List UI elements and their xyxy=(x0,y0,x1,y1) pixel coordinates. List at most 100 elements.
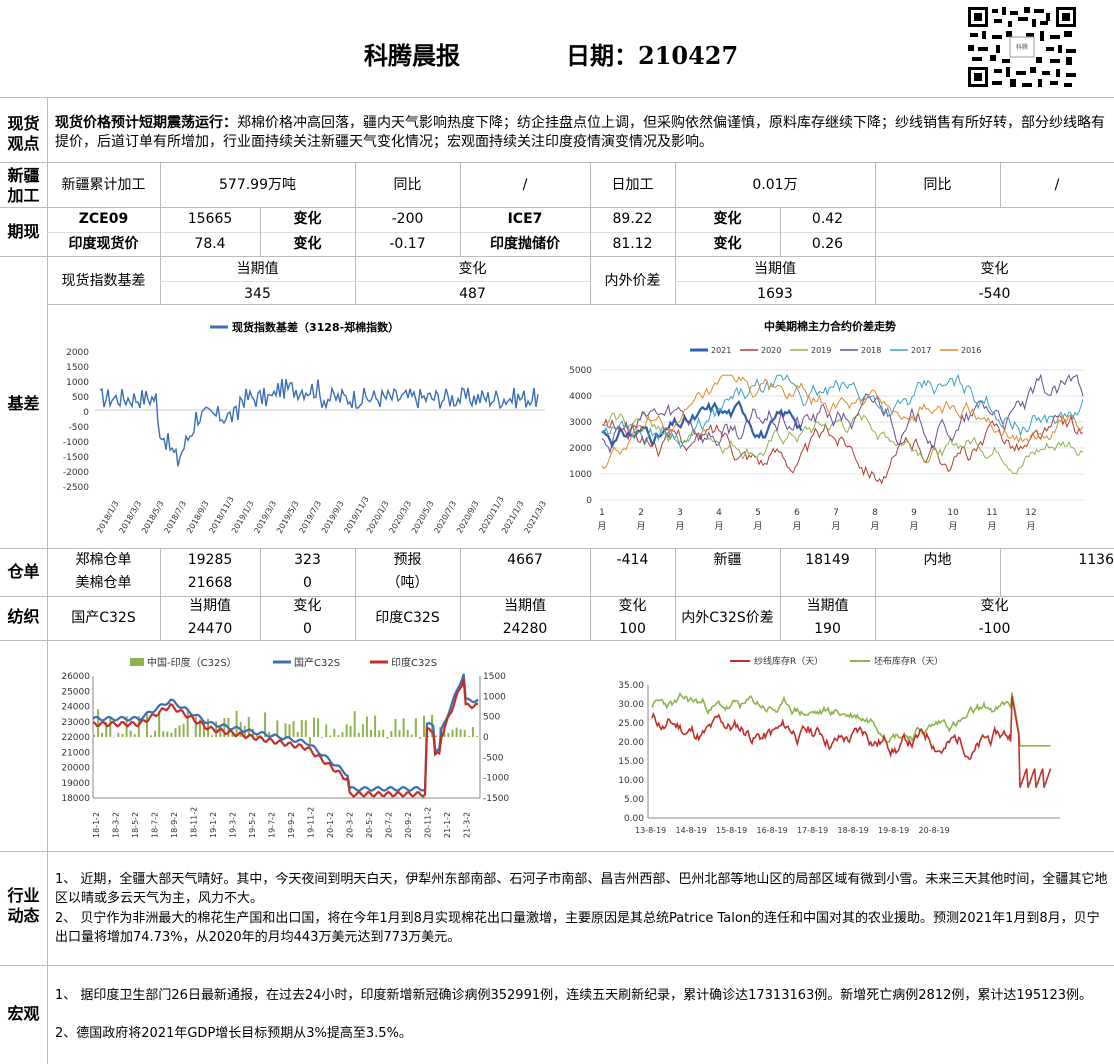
stock-x-tick: 16-8-19 xyxy=(757,826,788,835)
yarn-axes: 26000 25000 24000 23000 22000 21000 20000 19000… xyxy=(61,672,509,838)
spread-x-tick: 月 xyxy=(636,521,645,532)
spread-legend-item: 2020 xyxy=(761,346,781,355)
report-date: 日期：210427 xyxy=(566,41,739,70)
spread-x-tick: 8 xyxy=(872,508,878,518)
yarn-y-right-tick: 1500 xyxy=(483,672,506,682)
textile-header: 当期值 xyxy=(806,598,849,614)
spread-x-tick: 11 xyxy=(986,508,997,518)
spot-view-text: 现货价格预计短期震荡运行：郑棉价格冲高回落，疆内天气影响热度下降；纺企挂盘点位上… xyxy=(55,114,1109,152)
stock-axes: 35.00 30.00 25.00 20.00 15.00 10.00 5.00 0.00 13… xyxy=(618,681,1060,835)
yarn-y-left-tick: 21000 xyxy=(61,748,90,758)
warehouse-label: 仓单 xyxy=(7,562,40,581)
xinjiang-cell: 577.99万吨 xyxy=(219,177,296,193)
industry-item-1: 1、 近期，全疆大部天气晴好。其中，今天夜间到明天白天，伊犁州东部南部、石河子市… xyxy=(55,872,1108,906)
yarn-x-tick: 18-7-2 xyxy=(151,812,160,838)
futures-cell: 印度现货价 xyxy=(68,236,139,252)
yarn-domestic-line xyxy=(92,673,479,792)
qr-code: 科腾 xyxy=(966,5,1078,89)
header: 科腾晨报 日期：210427 科腾 xyxy=(0,0,1114,98)
spread-legend-item: 2018 xyxy=(861,346,881,355)
yarn-x-tick: 20-1-2 xyxy=(326,812,335,838)
xinjiang-cell: / xyxy=(522,177,528,193)
basis-x-tick: 2021/3/3 xyxy=(522,499,548,535)
yarn-x-tick: 20-3-2 xyxy=(346,812,355,838)
xinjiang-cell: 新疆累计加工 xyxy=(61,177,146,193)
yarn-y-right-tick: 0 xyxy=(483,733,489,743)
yarn-y-left-tick: 22000 xyxy=(61,733,90,743)
textile-value: 0 xyxy=(303,621,312,637)
yarn-x-tick: 18-9-2 xyxy=(170,812,179,838)
spread-chart: 中美期棉主力合约价差走势 2021 2020 2019 2018 2017 2016 50… xyxy=(569,319,1085,532)
basis-left-name: 现货指数基差 xyxy=(61,273,146,289)
stock-y-tick: 5.00 xyxy=(624,795,644,805)
report-title: 科腾晨报 xyxy=(364,41,460,70)
xinjiang-cell: 同比 xyxy=(393,177,422,193)
warehouse-cell: 美棉仓单 xyxy=(75,575,132,591)
futures-cell: 78.4 xyxy=(194,236,226,252)
basis-y-tick: -1500 xyxy=(63,453,89,463)
yarn-x-tick: 19-1-2 xyxy=(209,812,218,838)
yarn-y-left-tick: 26000 xyxy=(61,672,90,682)
futures-cell: 变化 xyxy=(293,236,322,252)
spread-x-axis: 1 月 2 月 3 月 4 月 5 月 6 月 7 月 8 月 9 月 10 月 11 月 12 月 xyxy=(597,508,1036,532)
spread-x-tick: 月 xyxy=(675,521,684,532)
textile-name: 印度C32S xyxy=(375,610,440,626)
yarn-y-left-tick: 20000 xyxy=(61,764,90,774)
futures-cell: 0.26 xyxy=(811,236,844,252)
spread-y-tick: 5000 xyxy=(569,366,592,376)
yarn-series xyxy=(92,673,479,798)
basis-y-tick: -2000 xyxy=(63,468,89,478)
warehouse-cell: 323 xyxy=(294,552,321,568)
futures-cell: 变化 xyxy=(713,211,742,227)
stock-ratio-chart: 纱线库存R（天） 坯布库存R（天） 35.00 30.00 25.00 20.00 15.… xyxy=(618,655,1060,835)
basis-header: 变化 xyxy=(458,261,487,277)
spread-y-tick: 2000 xyxy=(569,444,592,454)
yarn-x-tick: 18-11-2 xyxy=(190,807,199,838)
warehouse-cell: 18149 xyxy=(805,552,850,568)
basis-y-tick: -1000 xyxy=(63,438,89,448)
stock-x-tick: 20-8-19 xyxy=(919,826,950,835)
spread-y-tick: 3000 xyxy=(569,418,592,428)
futures-cell: 15665 xyxy=(187,211,233,227)
basis-series-line xyxy=(99,378,539,467)
yarn-x-tick: 20-7-2 xyxy=(385,812,394,838)
spread-series-2016 xyxy=(601,374,1084,470)
futures-cell: 变化 xyxy=(293,211,322,227)
yarn-y-left-tick: 23000 xyxy=(61,718,90,728)
spread-series xyxy=(601,373,1084,485)
yarn-y-right-tick: -1000 xyxy=(483,774,509,784)
yarn-x-tick: 21-1-2 xyxy=(443,812,452,838)
warehouse-cell: 新疆 xyxy=(713,552,742,568)
spread-x-tick: 月 xyxy=(714,521,723,532)
textile-value: -100 xyxy=(978,621,1011,637)
futures-cell: 89.22 xyxy=(612,211,653,227)
spread-legend-item: 2017 xyxy=(911,346,931,355)
stock-legend-item: 纱线库存R（天） xyxy=(754,655,823,667)
yarn-legend-item: 中国-印度（C32S） xyxy=(147,656,237,669)
spread-x-tick: 12 xyxy=(1025,508,1036,518)
warehouse-cell: （吨） xyxy=(386,575,429,591)
stock-y-tick: 35.00 xyxy=(618,681,644,691)
basis-y-tick: 1000 xyxy=(66,378,89,388)
yarn-x-tick: 19-5-2 xyxy=(248,812,257,838)
stock-series xyxy=(651,691,1052,788)
yarn-x-tick: 18-3-2 xyxy=(112,812,121,838)
spread-x-tick: 月 xyxy=(870,521,879,532)
yarn-india-line xyxy=(92,679,478,798)
warehouse-cell: 21668 xyxy=(187,575,233,591)
spread-x-tick: 月 xyxy=(792,521,801,532)
yarn-x-tick: 18-5-2 xyxy=(131,812,140,838)
spread-legend: 2021 2020 2019 2018 2017 2016 xyxy=(690,346,981,355)
yarn-y-right-tick: -500 xyxy=(483,753,504,763)
xinjiang-cell: / xyxy=(1054,177,1060,193)
spread-chart-title: 中美期棉主力合约价差走势 xyxy=(764,319,896,333)
textile-value: 24470 xyxy=(187,621,233,637)
yarn-legend: 中国-印度（C32S） 国产C32S 印度C32S xyxy=(130,656,437,669)
stock-y-tick: 25.00 xyxy=(618,719,644,729)
textile-header: 变化 xyxy=(293,598,322,614)
basis-chart-legend: 现货指数基差（3128-郑棉指数） xyxy=(232,320,399,334)
spread-x-tick: 月 xyxy=(948,521,957,532)
warehouse-cell: 预报 xyxy=(393,552,422,568)
spread-series-2018 xyxy=(601,373,1084,454)
futures-cell: -0.17 xyxy=(389,236,426,252)
